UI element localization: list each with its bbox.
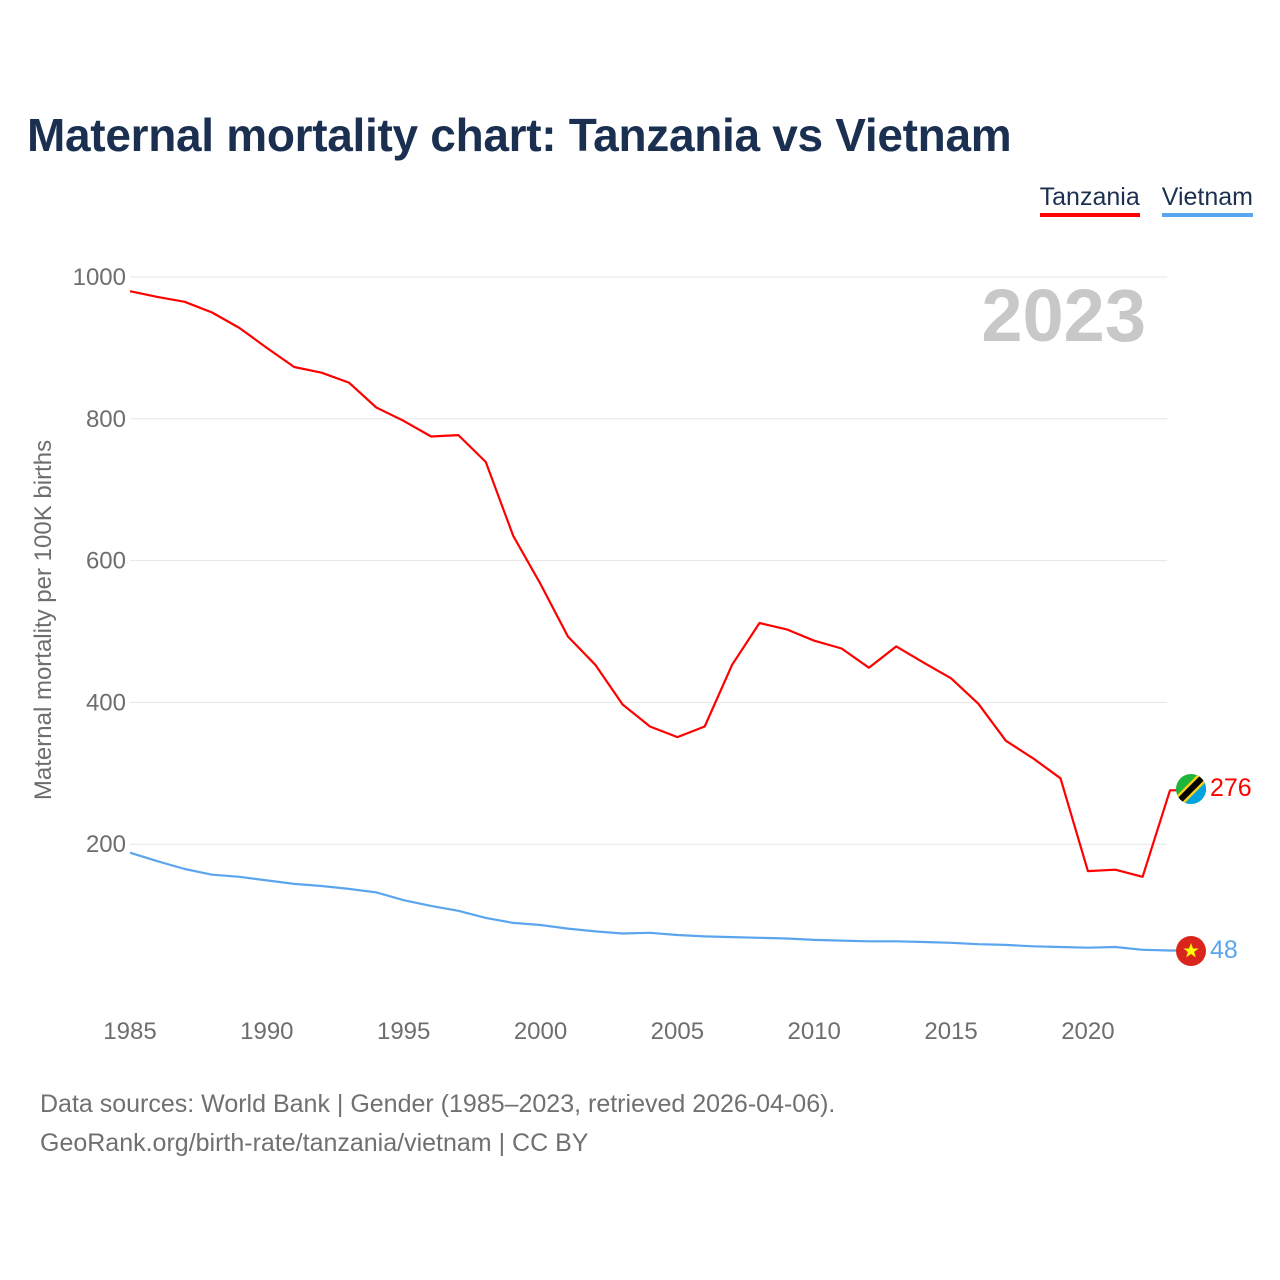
- year-watermark: 2023: [981, 274, 1146, 357]
- x-tick-label: 1990: [240, 1018, 293, 1045]
- x-tick-label: 2020: [1061, 1018, 1114, 1045]
- x-tick-label: 2010: [788, 1018, 841, 1045]
- tanzania-end-value: 276: [1210, 774, 1252, 802]
- vietnam-end-value: 48: [1210, 936, 1238, 964]
- series-line-tanzania[interactable]: [129, 290, 1180, 878]
- x-tick-label: 2005: [651, 1018, 704, 1045]
- tanzania-flag-icon: [1176, 774, 1206, 804]
- vietnam-flag-icon: [1176, 936, 1206, 966]
- y-tick-label: 800: [86, 406, 126, 433]
- legend: Tanzania Vietnam: [1039, 183, 1253, 217]
- source-line-link[interactable]: GeoRank.org/birth-rate/tanzania/vietnam …: [40, 1129, 589, 1157]
- legend-item-tanzania[interactable]: Tanzania: [1039, 183, 1140, 217]
- grid-lines: [130, 276, 1167, 845]
- y-axis-label: Maternal mortality per 100K births: [30, 440, 57, 800]
- y-axis-ticks: 200 400 600 800 1000: [73, 264, 126, 858]
- x-tick-label: 2015: [924, 1018, 977, 1045]
- source-note: Data sources: World Bank | Gender (1985–…: [40, 1085, 835, 1163]
- series-lines: [129, 290, 1180, 952]
- x-axis-ticks: 1985 1990 1995 2000 2005 2010 2015 2020: [103, 1018, 1114, 1045]
- y-tick-label: 200: [86, 831, 126, 858]
- x-tick-label: 1985: [103, 1018, 156, 1045]
- series-line-vietnam[interactable]: [129, 851, 1180, 952]
- line-chart: 200 400 600 800 1000 1985 1990 1995 2000 2005 201…: [30, 264, 1252, 1045]
- source-line-data: Data sources: World Bank | Gender (1985–…: [40, 1090, 836, 1118]
- y-tick-label: 600: [86, 548, 126, 575]
- chart-title: Maternal mortality chart: Tanzania vs Vi…: [27, 109, 1012, 161]
- y-tick-label: 400: [86, 689, 126, 716]
- x-tick-label: 1995: [377, 1018, 430, 1045]
- legend-item-vietnam[interactable]: Vietnam: [1161, 183, 1253, 217]
- y-tick-label: 1000: [73, 264, 126, 291]
- x-tick-label: 2000: [514, 1018, 567, 1045]
